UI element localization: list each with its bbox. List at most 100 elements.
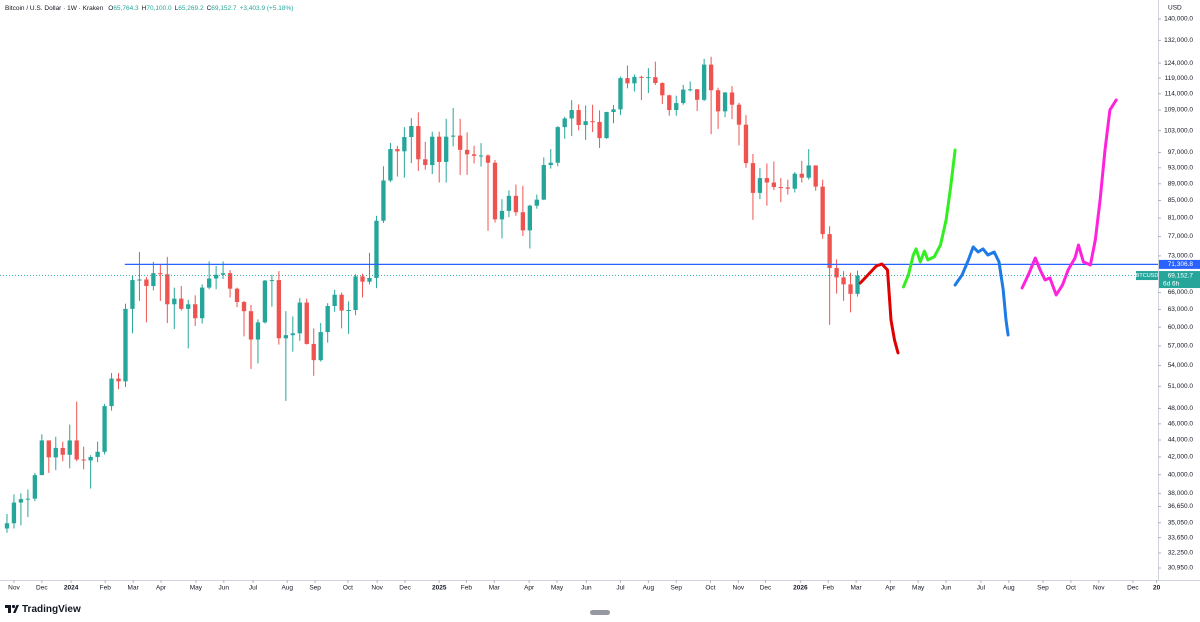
candle-body [332, 294, 337, 306]
candle-body [646, 77, 651, 79]
candle-body [492, 162, 498, 220]
candle-body [395, 149, 400, 152]
candle-body [339, 294, 344, 311]
ohlc-value: 65,269.2 [178, 5, 204, 12]
candle-body [255, 322, 261, 340]
y-tick-label: 35,050.0 [1168, 519, 1194, 526]
candle-body [25, 498, 31, 500]
candle-body [130, 280, 135, 309]
ohlc-value: 69,152.7 [211, 5, 237, 12]
y-tick-label: 114,000.0 [1165, 90, 1194, 97]
x-tick-label: Apr [524, 585, 535, 592]
candle-body [283, 335, 289, 339]
x-tick-label: Sep [309, 585, 321, 592]
x-tick-label: May [912, 585, 925, 592]
candle-body [736, 104, 742, 125]
candle-body [11, 502, 17, 524]
candle-body [827, 234, 832, 269]
candle-body [179, 298, 184, 309]
candle-body [39, 440, 44, 476]
x-tick-label: Dec [760, 585, 772, 592]
candle-body [639, 76, 644, 78]
candle-body [618, 78, 623, 110]
candle-body [771, 182, 777, 188]
candle-body [95, 451, 100, 457]
logo-part [13, 605, 19, 613]
candle-body [172, 298, 177, 305]
candle-body [541, 165, 546, 200]
x-tick-label: Sep [1037, 585, 1049, 592]
candle-body [81, 459, 86, 461]
x-tick-label: Nov [371, 585, 383, 592]
candle-body [430, 136, 435, 166]
candle-body [841, 277, 846, 285]
x-tick-label: 20 [1153, 585, 1161, 592]
candle-body [597, 121, 602, 139]
x-tick-label: Aug [643, 585, 655, 592]
y-tick-label: 89,000.0 [1168, 180, 1194, 187]
candle-body [499, 210, 505, 220]
candle-body [708, 64, 714, 91]
y-tick-label: 124,000.0 [1164, 60, 1193, 67]
candle-body [165, 274, 170, 305]
footer: TradingView [5, 604, 610, 615]
candle-body [53, 447, 58, 458]
currency-label: USD [1168, 5, 1182, 12]
candle-body [520, 212, 526, 231]
candle-body [820, 186, 825, 235]
y-tick-label: 85,000.0 [1168, 197, 1194, 204]
logo-part [8, 605, 11, 613]
y-tick-label: 77,000.0 [1168, 233, 1194, 240]
freehand-path [1020, 98, 1118, 297]
y-tick-label: 103,000.0 [1164, 127, 1193, 134]
scroll-handle[interactable] [590, 610, 610, 615]
candle-body [151, 273, 156, 286]
symbol-title: Bitcoin / U.S. Dollar · 1W · Kraken [5, 5, 104, 12]
candle-body [200, 287, 205, 319]
candle-body [653, 77, 658, 84]
x-tick-label: Apr [885, 585, 896, 592]
symbol-label: BTCUSD [1136, 273, 1159, 279]
candle-body [555, 127, 560, 163]
y-tick-label: 46,000.0 [1168, 421, 1194, 428]
x-tick-label: Nov [1093, 585, 1105, 592]
x-tick-label: Aug [1003, 585, 1015, 592]
y-tick-label: 38,000.0 [1168, 490, 1194, 497]
x-tick-label: 2025 [432, 585, 447, 592]
candle-body [485, 155, 491, 163]
x-tick-label: Nov [733, 585, 745, 592]
candle-body [778, 187, 783, 189]
candle-body [471, 154, 477, 156]
candle-body [437, 136, 442, 162]
x-tick-label: Feb [100, 585, 112, 592]
y-tick-label: 119,000.0 [1165, 75, 1194, 82]
candle-body [681, 89, 686, 104]
freehand-path [858, 262, 900, 355]
candle-body [701, 64, 707, 100]
candle-body [123, 308, 128, 382]
x-tick-label: Aug [281, 585, 293, 592]
candle-body [206, 278, 212, 288]
candle-body [806, 165, 811, 178]
candle-body [74, 440, 79, 460]
candle-body [46, 440, 51, 458]
candle-body [667, 95, 672, 111]
candle-body [276, 280, 282, 339]
candle-body [527, 205, 533, 231]
x-tick-label: May [190, 585, 203, 592]
last-price-box [1159, 271, 1200, 289]
ohlc-value: 70,100.0 [146, 5, 172, 12]
candle-body [241, 302, 247, 312]
candle-body [32, 475, 38, 499]
candle-body [855, 275, 860, 294]
x-tick-label: 2024 [64, 585, 79, 592]
candle-body [444, 136, 449, 162]
candle-body [353, 276, 358, 311]
candle-body [234, 288, 240, 303]
x-tick-label: Oct [705, 585, 715, 592]
y-tick-label: 51,000.0 [1168, 383, 1194, 390]
candle-body [144, 279, 149, 286]
candle-body [346, 310, 351, 312]
x-tick-label: Nov [8, 585, 20, 592]
x-tick-label: Mar [489, 585, 501, 592]
